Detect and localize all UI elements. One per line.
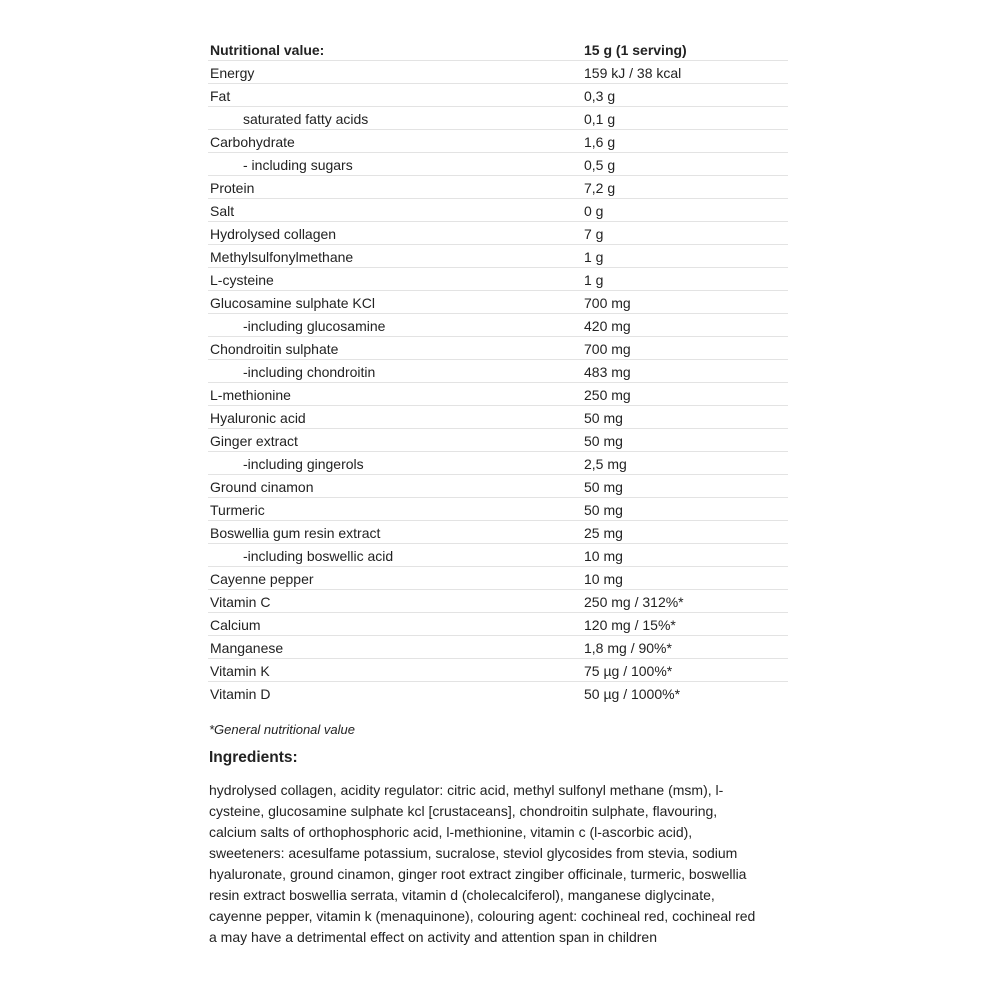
table-row: Protein 7,2 g	[208, 176, 788, 199]
nutrient-name: Chondroitin sulphate	[210, 341, 339, 357]
table-row: -including chondroitin 483 mg	[208, 360, 788, 383]
table-header: Nutritional value: 15 g (1 serving)	[208, 38, 788, 61]
header-name: Nutritional value:	[210, 42, 325, 58]
table-row: Ground cinamon 50 mg	[208, 475, 788, 498]
nutrient-name: Vitamin D	[210, 686, 271, 702]
table-row: Methylsulfonylmethane 1 g	[208, 245, 788, 268]
nutrient-value: 7,2 g	[584, 180, 616, 196]
ingredients-line: a may have a detrimental effect on activ…	[209, 929, 658, 945]
nutrient-value: 0 g	[584, 203, 604, 219]
nutrient-value: 7 g	[584, 226, 604, 242]
nutrient-value: 700 mg	[584, 341, 631, 357]
ingredients-line: cysteine, glucosamine sulphate kcl [crus…	[209, 803, 718, 819]
footnote: *General nutritional value	[209, 722, 355, 737]
nutrient-name: L-cysteine	[210, 272, 274, 288]
ingredients-line: hydrolysed collagen, acidity regulator: …	[209, 782, 724, 798]
table-row: Salt 0 g	[208, 199, 788, 222]
ingredients-line: calcium salts of orthophosphoric acid, l…	[209, 824, 693, 840]
nutrient-name: - including sugars	[243, 157, 353, 173]
ingredients-line: resin extract boswellia serrata, vitamin…	[209, 887, 715, 903]
nutrient-name: Protein	[210, 180, 255, 196]
nutrient-name: saturated fatty acids	[243, 111, 369, 127]
nutrient-name: Hyaluronic acid	[210, 410, 306, 426]
nutrient-value: 420 mg	[584, 318, 631, 334]
table-row: Hydrolysed collagen 7 g	[208, 222, 788, 245]
table-row: Chondroitin sulphate 700 mg	[208, 337, 788, 360]
nutrient-name: Calcium	[210, 617, 261, 633]
table-row: Boswellia gum resin extract 25 mg	[208, 521, 788, 544]
nutrient-name: Energy	[210, 65, 255, 81]
nutrient-name: -including boswellic acid	[243, 548, 394, 564]
nutrient-value: 10 mg	[584, 571, 623, 587]
nutrient-value: 1 g	[584, 272, 604, 288]
table-row: Calcium 120 mg / 15%*	[208, 613, 788, 636]
table-row: L-methionine 250 mg	[208, 383, 788, 406]
nutrient-name: -including chondroitin	[243, 364, 376, 380]
nutrient-value: 1,8 mg / 90%*	[584, 640, 672, 656]
nutrient-name: L-methionine	[210, 387, 291, 403]
nutrient-value: 50 mg	[584, 502, 623, 518]
table-row: saturated fatty acids 0,1 g	[208, 107, 788, 130]
table-row: -including glucosamine 420 mg	[208, 314, 788, 337]
nutrient-name: Vitamin C	[210, 594, 271, 610]
nutrient-name: Fat	[210, 88, 231, 104]
table-row: Ginger extract 50 mg	[208, 429, 788, 452]
nutrient-value: 1,6 g	[584, 134, 616, 150]
nutrient-name: -including glucosamine	[243, 318, 386, 334]
ingredients-line: hyaluronate, ground cinamon, ginger root…	[209, 866, 747, 882]
nutrient-value: 25 mg	[584, 525, 623, 541]
nutrient-name: Ginger extract	[210, 433, 298, 449]
nutrient-name: Cayenne pepper	[210, 571, 314, 587]
nutrient-value: 483 mg	[584, 364, 631, 380]
nutrient-name: Methylsulfonylmethane	[210, 249, 354, 265]
nutrient-value: 1 g	[584, 249, 604, 265]
nutrition-table: Nutritional value: 15 g (1 serving) Ener…	[208, 38, 788, 704]
table-row: Turmeric 50 mg	[208, 498, 788, 521]
nutrient-name: Hydrolysed collagen	[210, 226, 337, 242]
table-row: Cayenne pepper 10 mg	[208, 567, 788, 590]
table-row: Fat 0,3 g	[208, 84, 788, 107]
nutrient-value: 0,1 g	[584, 111, 616, 127]
nutrient-value: 50 mg	[584, 479, 623, 495]
nutrient-name: Manganese	[210, 640, 284, 656]
nutrient-value: 50 µg / 1000%*	[584, 686, 681, 702]
table-row: -including boswellic acid 10 mg	[208, 544, 788, 567]
ingredients-title: Ingredients:	[209, 749, 298, 766]
nutrient-value: 0,5 g	[584, 157, 616, 173]
nutrient-name: Ground cinamon	[210, 479, 314, 495]
table-row: L-cysteine 1 g	[208, 268, 788, 291]
nutrient-name: Vitamin K	[210, 663, 270, 679]
nutrient-value: 50 mg	[584, 433, 623, 449]
table-row: Energy 159 kJ / 38 kcal	[208, 61, 788, 84]
nutrient-value: 250 mg	[584, 387, 631, 403]
nutrient-value: 2,5 mg	[584, 456, 627, 472]
nutrient-value: 0,3 g	[584, 88, 616, 104]
table-row: Vitamin D 50 µg / 1000%*	[208, 682, 788, 704]
nutrient-name: Turmeric	[210, 502, 265, 518]
nutrient-value: 50 mg	[584, 410, 623, 426]
table-row: Vitamin K 75 µg / 100%*	[208, 659, 788, 682]
table-row: -including gingerols 2,5 mg	[208, 452, 788, 475]
table-row: Vitamin C 250 mg / 312%*	[208, 590, 788, 613]
nutrient-name: Carbohydrate	[210, 134, 295, 150]
ingredients-line: sweeteners: acesulfame potassium, sucral…	[209, 845, 738, 861]
table-row: - including sugars 0,5 g	[208, 153, 788, 176]
ingredients-text: hydrolysed collagen, acidity regulator: …	[209, 780, 789, 948]
table-row: Manganese 1,8 mg / 90%*	[208, 636, 788, 659]
table-row: Hyaluronic acid 50 mg	[208, 406, 788, 429]
nutrient-name: Salt	[210, 203, 235, 219]
header-value: 15 g (1 serving)	[584, 42, 687, 58]
nutrient-value: 700 mg	[584, 295, 631, 311]
nutrient-value: 120 mg / 15%*	[584, 617, 676, 633]
nutrient-value: 10 mg	[584, 548, 623, 564]
nutrient-value: 159 kJ / 38 kcal	[584, 65, 682, 81]
nutrient-name: -including gingerols	[243, 456, 364, 472]
ingredients-line: cayenne pepper, vitamin k (menaquinone),…	[209, 908, 756, 924]
table-row: Glucosamine sulphate KCl 700 mg	[208, 291, 788, 314]
nutrient-name: Glucosamine sulphate KCl	[210, 295, 375, 311]
nutrient-name: Boswellia gum resin extract	[210, 525, 381, 541]
nutrient-value: 75 µg / 100%*	[584, 663, 673, 679]
nutrient-value: 250 mg / 312%*	[584, 594, 684, 610]
table-row: Carbohydrate 1,6 g	[208, 130, 788, 153]
